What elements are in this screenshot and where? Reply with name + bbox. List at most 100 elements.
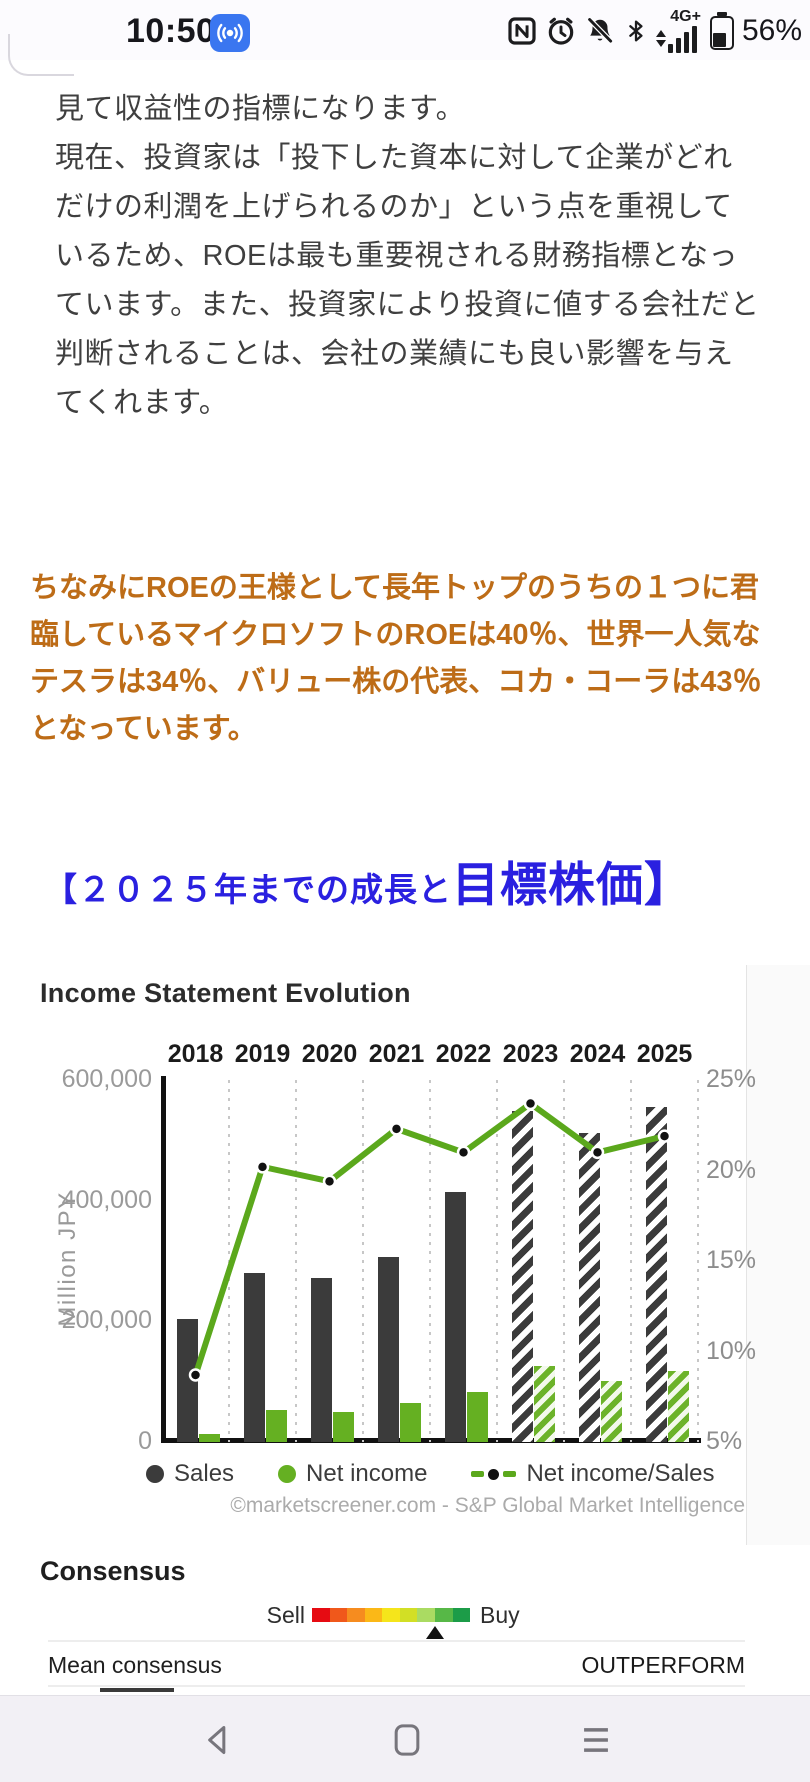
net-income-bar-2018 [198, 1434, 220, 1442]
battery-percent: 56% [741, 14, 802, 47]
scroll-fragment [100, 1688, 174, 1692]
gridline [697, 1080, 699, 1442]
net-income-bar-2023 [533, 1366, 555, 1442]
gauge-segment [399, 1608, 418, 1622]
alarm-icon [545, 15, 577, 47]
year-label-2024: 2024 [569, 1040, 626, 1068]
right-axis-tick: 15% [706, 1246, 757, 1274]
navigation-bar [0, 1695, 810, 1782]
sales-bar-2018 [176, 1319, 198, 1442]
gridline [362, 1080, 364, 1442]
chart-bottom-axis-line [161, 1438, 701, 1443]
chart-legend: Sales Net income Net income/Sales [146, 1460, 715, 1488]
bluetooth-icon [623, 15, 649, 47]
chart-plot [162, 1080, 699, 1442]
divider [48, 1685, 745, 1687]
home-icon[interactable] [381, 1714, 433, 1766]
heading-suffix: 】 [644, 858, 692, 911]
year-label-2020: 2020 [301, 1040, 358, 1068]
heading-prefix: 【２０２５年までの成長と [44, 871, 452, 908]
legend-item-ratio: Net income/Sales [471, 1460, 715, 1488]
sales-bar-2020 [310, 1278, 332, 1442]
legend-label: Sales [174, 1460, 235, 1487]
right-axis-tick: 25% [706, 1065, 757, 1093]
net-income-bar-2021 [399, 1403, 421, 1442]
sales-bar-2021 [377, 1257, 399, 1442]
net-income-bar-2022 [466, 1392, 488, 1442]
sales-bar-2022 [444, 1192, 466, 1442]
right-axis-tick: 5% [706, 1427, 743, 1455]
chart-right-gutter [746, 965, 810, 1545]
year-label-2019: 2019 [234, 1040, 291, 1068]
sell-label: Sell [266, 1602, 305, 1628]
gauge-segment [364, 1608, 383, 1622]
gauge-segment [329, 1608, 348, 1622]
year-label-2018: 2018 [167, 1040, 224, 1068]
chart-source-attribution: ©marketscreener.com - S&P Global Market … [230, 1494, 745, 1517]
chart-title: Income Statement Evolution [40, 978, 411, 1008]
heading-emphasis: 目標株価 [452, 858, 644, 911]
ratio-line [188, 1096, 672, 1382]
menu-icon[interactable] [570, 1714, 622, 1766]
gauge-segment [312, 1608, 330, 1622]
broadcast-icon [210, 14, 250, 52]
consensus-heading: Consensus [40, 1556, 186, 1586]
chart-left-axis-line [161, 1076, 166, 1442]
gridline [295, 1080, 297, 1442]
year-label-2021: 2021 [368, 1040, 425, 1068]
ratio-line-swatch-icon [471, 1468, 517, 1480]
net-income-bar-2019 [265, 1410, 287, 1442]
gauge-segment [434, 1608, 453, 1622]
gridline [563, 1080, 565, 1442]
article-highlight: ちなみにROEの王様として長年トップのうちの１つに君臨しているマイクロソフトのR… [30, 572, 762, 745]
gridline [630, 1080, 632, 1442]
sales-swatch-icon [146, 1465, 164, 1483]
mean-consensus-value: OUTPERFORM [581, 1652, 745, 1678]
status-time: 10:50 [126, 12, 216, 50]
gauge-segment [452, 1608, 471, 1622]
sales-bar-2019 [243, 1273, 265, 1442]
year-label-2025: 2025 [636, 1040, 693, 1068]
back-icon[interactable] [192, 1714, 244, 1766]
net-income-swatch-icon [278, 1465, 297, 1483]
article-paragraph-1: 見て収益性の指標になります。 [55, 93, 466, 125]
legend-item-sales: Sales [146, 1460, 234, 1488]
left-axis-tick: 200,000 [61, 1306, 152, 1335]
divider [48, 1640, 745, 1642]
sales-bar-2024 [578, 1133, 600, 1442]
left-axis-tick: 600,000 [61, 1065, 152, 1093]
gridline [429, 1080, 431, 1442]
net-income-bar-2020 [332, 1412, 354, 1442]
sales-bar-2023 [511, 1111, 533, 1442]
section-heading: 【２０２５年までの成長と目標株価】 [44, 846, 804, 915]
chart-year-labels: 2018 2019 2020 2021 2022 2023 2024 2025 [162, 1040, 698, 1072]
signal-bars-icon [668, 25, 698, 53]
status-bar: 10:50 [0, 0, 810, 60]
net-income-bar-2025 [667, 1371, 689, 1442]
left-axis-tick: 400,000 [61, 1185, 152, 1214]
legend-label: Net income [306, 1460, 428, 1487]
left-axis-tick: 0 [138, 1427, 152, 1455]
status-icons: 4G+ 56% [506, 7, 802, 53]
battery-icon [709, 12, 734, 50]
gridline [496, 1080, 498, 1442]
net-income-bar-2024 [600, 1381, 622, 1442]
chart-y-axis-label: Million JPY [54, 1191, 81, 1327]
legend-item-net-income: Net income [278, 1460, 427, 1488]
notifications-muted-icon [584, 15, 616, 47]
gridline [228, 1080, 230, 1442]
gauge-segment [382, 1608, 400, 1622]
mean-consensus-label: Mean consensus [48, 1652, 222, 1678]
right-axis-tick: 20% [706, 1155, 757, 1184]
card-corner-decoration [8, 34, 74, 76]
consensus-gauge-bar [312, 1608, 471, 1622]
data-arrows-icon [656, 29, 667, 47]
year-label-2022: 2022 [435, 1040, 492, 1068]
legend-label: Net income/Sales [526, 1460, 715, 1487]
network-type-label: 4G+ [670, 7, 701, 25]
year-label-2023: 2023 [502, 1040, 559, 1068]
buy-label: Buy [480, 1602, 520, 1628]
gauge-segment [347, 1608, 365, 1622]
nfc-icon [506, 15, 538, 47]
